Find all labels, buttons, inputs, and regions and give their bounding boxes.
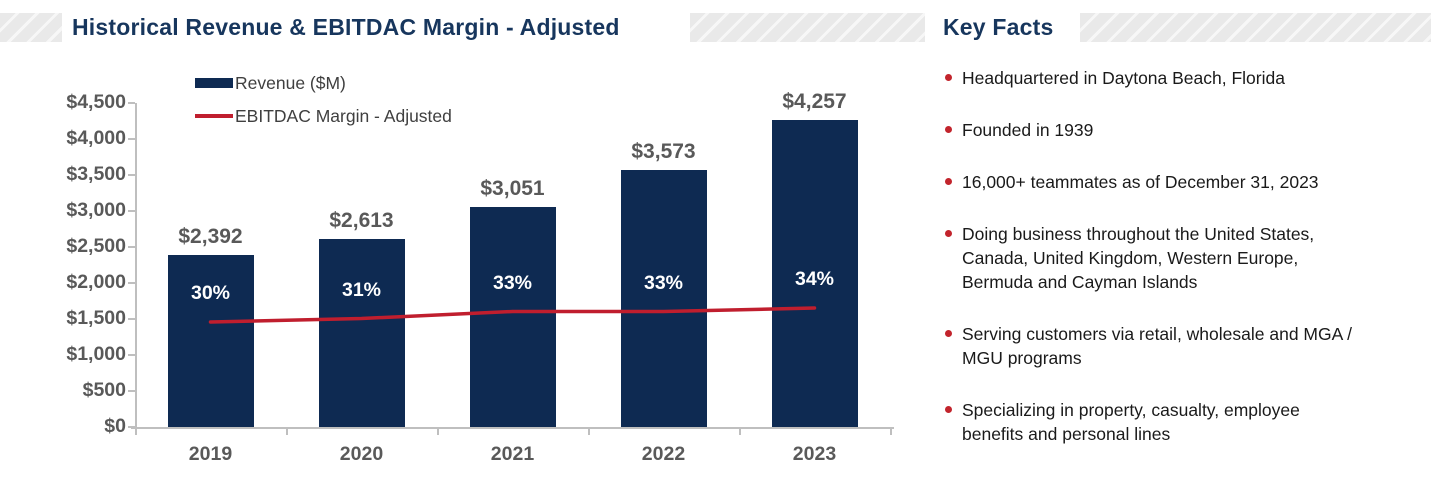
bar-value-label: $2,613 [329, 208, 394, 232]
y-axis-tick [128, 354, 135, 356]
ebitdac-margin-line [208, 306, 817, 324]
margin-line-swatch [195, 114, 233, 118]
key-fact-item: 16,000+ teammates as of December 31, 202… [945, 170, 1365, 194]
chart-title: Historical Revenue & EBITDAC Margin - Ad… [72, 14, 620, 40]
y-axis-label: $2,000 [66, 271, 126, 293]
revenue-bar-swatch [195, 78, 233, 88]
y-axis-label: $0 [104, 415, 126, 437]
bar-2020 [318, 238, 405, 427]
y-axis-tick [128, 102, 135, 104]
key-fact-text: 16,000+ teammates as of December 31, 202… [962, 172, 1319, 192]
y-axis-label: $4,000 [66, 127, 126, 149]
y-axis-label: $500 [82, 379, 126, 401]
key-fact-text: Founded in 1939 [962, 120, 1094, 140]
chart-legend: Revenue ($M) EBITDAC Margin - Adjusted [195, 71, 452, 137]
bullet-icon [945, 178, 952, 185]
x-axis-tick [135, 427, 137, 435]
bullet-icon [945, 230, 952, 237]
y-axis-tick [128, 174, 135, 176]
y-axis-tick [128, 318, 135, 320]
bar-value-label: $3,051 [480, 177, 545, 201]
legend-item-revenue: Revenue ($M) [195, 71, 452, 95]
bar-2022 [620, 169, 707, 427]
y-axis-tick [128, 210, 135, 212]
x-axis-line [131, 427, 894, 429]
x-axis-tick [588, 427, 590, 435]
key-fact-text: Headquartered in Daytona Beach, Florida [962, 68, 1285, 88]
y-axis-tick [128, 246, 135, 248]
y-axis-tick [128, 390, 135, 392]
margin-percent-label: 30% [190, 282, 231, 304]
y-axis-label: $2,500 [66, 235, 126, 257]
margin-percent-label: 34% [794, 268, 835, 290]
key-fact-item: Specializing in property, casualty, empl… [945, 398, 1365, 446]
y-axis-label: $3,000 [66, 199, 126, 221]
key-fact-text: Specializing in property, casualty, empl… [962, 400, 1300, 444]
x-axis-label-2021: 2021 [490, 443, 535, 465]
bullet-icon [945, 330, 952, 337]
x-axis-label-2019: 2019 [188, 443, 233, 465]
bullet-icon [945, 74, 952, 81]
bar-value-label: $4,257 [782, 90, 847, 114]
legend-label-margin: EBITDAC Margin - Adjusted [235, 105, 452, 126]
x-axis-label-2023: 2023 [792, 443, 837, 465]
bar-2023 [771, 120, 858, 427]
key-fact-item: Serving customers via retail, wholesale … [945, 322, 1365, 370]
legend-item-margin: EBITDAC Margin - Adjusted [195, 104, 452, 128]
x-axis-tick [890, 427, 892, 435]
y-axis-label: $1,500 [66, 307, 126, 329]
legend-label-revenue: Revenue ($M) [235, 72, 346, 93]
key-fact-text: Doing business throughout the United Sta… [962, 224, 1315, 292]
y-axis-label: $1,000 [66, 343, 126, 365]
stripe-band-left [0, 13, 62, 42]
x-axis-tick [739, 427, 741, 435]
key-fact-item: Headquartered in Daytona Beach, Florida [945, 66, 1365, 90]
x-axis-tick [437, 427, 439, 435]
stripe-band-right [1080, 13, 1431, 42]
y-axis-line [135, 103, 137, 427]
key-fact-item: Founded in 1939 [945, 118, 1365, 142]
bar-2019 [167, 254, 254, 427]
key-facts-list: Headquartered in Daytona Beach, Florida F… [945, 66, 1365, 474]
key-facts-title: Key Facts [943, 14, 1054, 40]
y-axis-label: $3,500 [66, 163, 126, 185]
x-axis-label-2022: 2022 [641, 443, 686, 465]
margin-percent-label: 31% [341, 278, 382, 301]
y-axis-tick [128, 282, 135, 284]
y-axis-label: $4,500 [66, 91, 126, 113]
margin-percent-label: 33% [492, 271, 533, 294]
stripe-band-middle [690, 13, 925, 42]
margin-percent-label: 33% [643, 271, 684, 294]
bar-value-label: $3,573 [631, 139, 696, 163]
bullet-icon [945, 406, 952, 413]
x-axis-label-2020: 2020 [339, 443, 384, 465]
bar-2021 [469, 207, 556, 427]
key-fact-item: Doing business throughout the United Sta… [945, 222, 1365, 294]
x-axis-tick [286, 427, 288, 435]
bar-value-label: $2,392 [178, 224, 243, 248]
y-axis-tick [128, 138, 135, 140]
bullet-icon [945, 126, 952, 133]
key-fact-text: Serving customers via retail, wholesale … [962, 324, 1353, 368]
